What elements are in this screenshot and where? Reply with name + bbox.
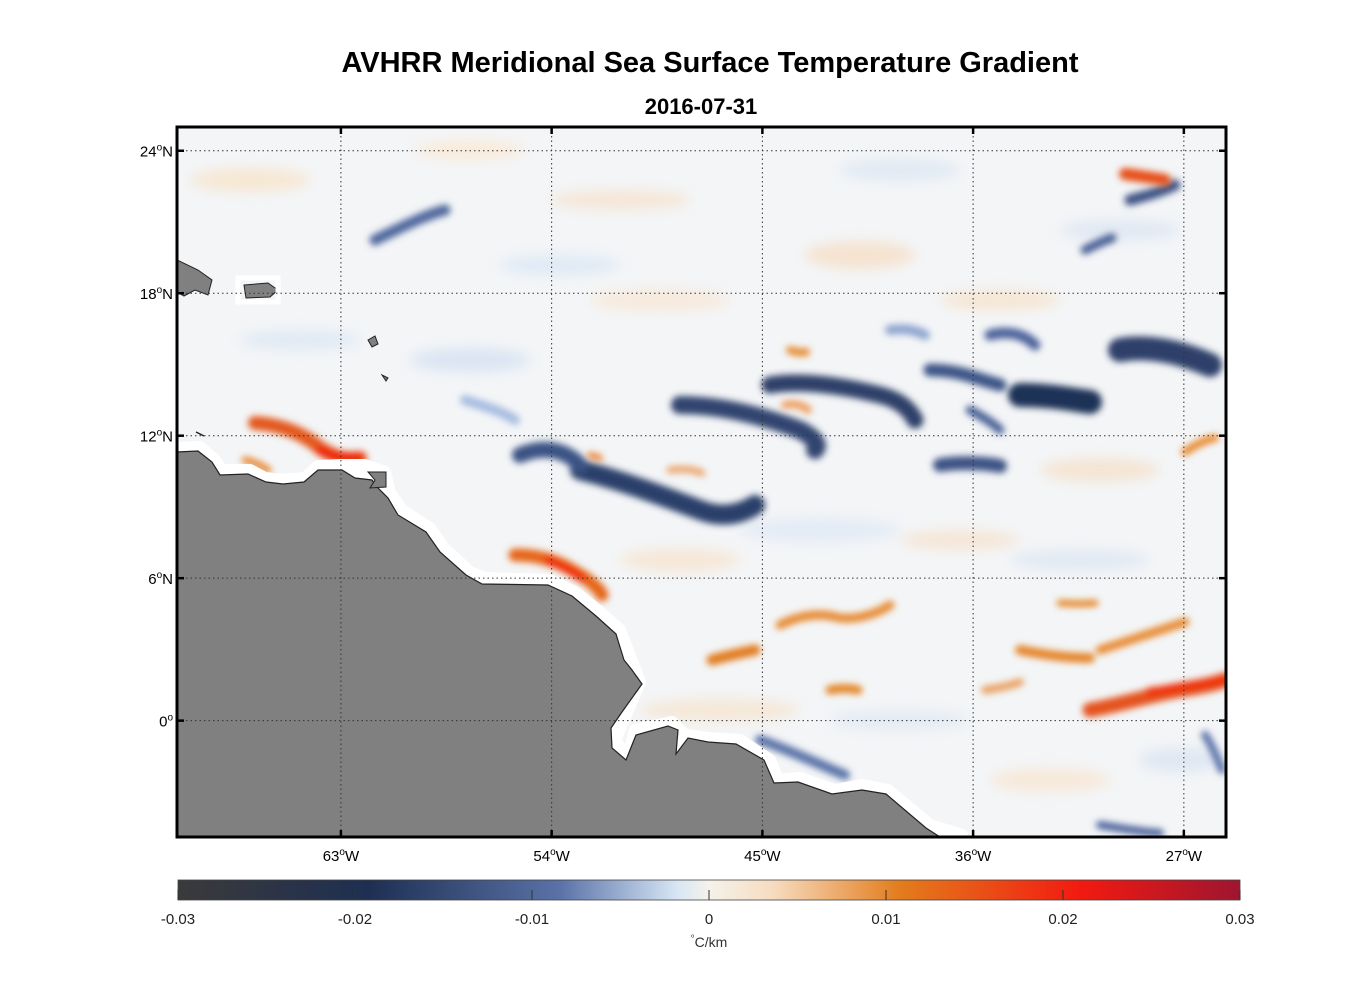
colorbar-label-6: 0.03: [1225, 911, 1254, 928]
island-halo: [235, 275, 281, 305]
colorbar-unit: °C/km: [691, 934, 728, 950]
lat-label-3: 6oN: [148, 570, 173, 588]
lat-label-1: 18oN: [140, 285, 173, 303]
land-south-america: [177, 450, 942, 837]
lat-label-4: 0o: [159, 713, 173, 731]
island-trinidad: [366, 471, 387, 489]
map-date: 2016-07-31: [644, 94, 758, 119]
warm-anomalies: [241, 168, 1226, 718]
lat-label-0: 24oN: [140, 143, 173, 161]
latitude-axis: 24oN 18oN 12oN 6oN 0o: [140, 143, 1226, 731]
colorbar-unit-text: C/km: [695, 934, 728, 950]
lat-label-2: 12oN: [140, 428, 173, 446]
colorbar-label-4: 0.01: [871, 911, 900, 928]
island-lesser-antilles: [367, 335, 379, 348]
sst-gradient-field: [190, 140, 1220, 792]
colorbar-label-2: -0.01: [515, 911, 549, 928]
cool-anomalies: [369, 179, 1226, 837]
island-puerto-rico: [243, 282, 279, 299]
colorbar-ticks: -0.03 -0.02 -0.01 0 0.01 0.02 0.03: [161, 890, 1255, 928]
map-title: AVHRR Meridional Sea Surface Temperature…: [341, 47, 1079, 79]
island-tobago: [195, 431, 205, 437]
lon-label-3: 36oW: [955, 847, 992, 865]
island-lesser-antilles-2: [380, 373, 389, 382]
colorbar-label-3: 0: [705, 911, 713, 928]
map-frame: [175, 125, 1228, 839]
colorbar-unit-degree: °: [691, 934, 695, 945]
colorbar-label-0: -0.03: [161, 911, 195, 928]
lon-label-4: 27oW: [1166, 847, 1203, 865]
lon-label-0: 63oW: [323, 847, 360, 865]
colorbar-label-5: 0.02: [1048, 911, 1077, 928]
lon-label-1: 54oW: [533, 847, 570, 865]
colorbar-label-1: -0.02: [338, 911, 372, 928]
lon-label-2: 45oW: [744, 847, 781, 865]
longitude-axis: 63oW 54oW 45oW 36oW 27oW: [323, 127, 1203, 865]
gridlines: [177, 127, 1226, 837]
